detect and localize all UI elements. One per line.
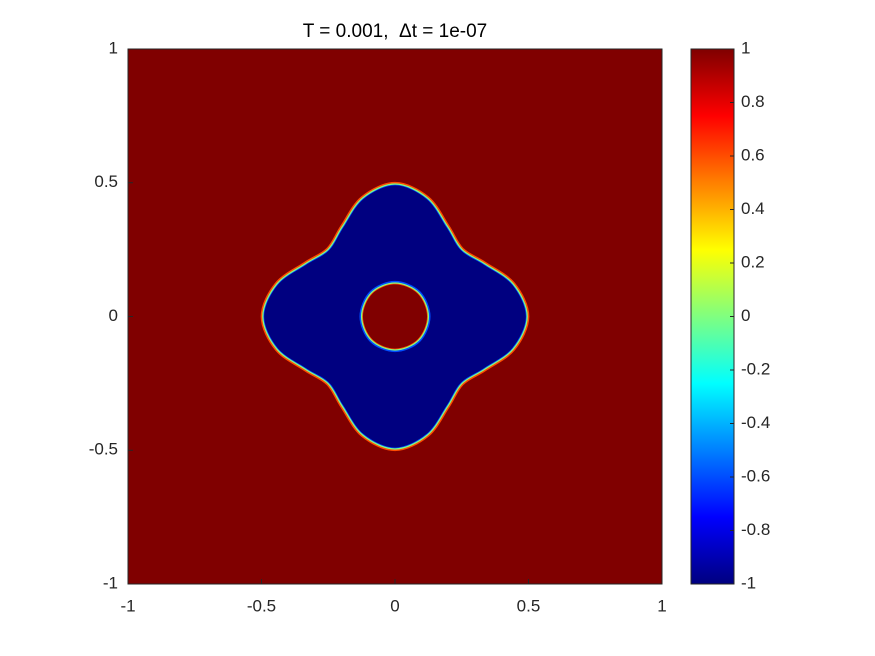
colorbar-tick-label: -0.8: [741, 520, 770, 539]
x-tick-label: 1: [657, 596, 666, 615]
colorbar-tick-label: 0.6: [741, 145, 765, 164]
colorbar-tick-label: 0.8: [741, 92, 765, 111]
x-tick-label: -0.5: [247, 596, 276, 615]
colorbar-tick-label: -1: [741, 573, 756, 592]
y-tick-label: 0: [109, 306, 118, 325]
colorbar-tick-label: 0.2: [741, 252, 765, 271]
x-tick-label: 0: [390, 596, 399, 615]
y-tick-label: -0.5: [89, 440, 118, 459]
y-tick-label: 0.5: [94, 172, 118, 191]
colorbar: [690, 48, 735, 585]
chart-title: T = 0.001, Δt = 1e-07: [303, 21, 488, 42]
y-tick-label: -1: [103, 573, 118, 592]
colorbar-tick-label: 0.4: [741, 199, 765, 218]
field-region: [362, 284, 428, 349]
colorbar-tick-label: -0.4: [741, 413, 770, 432]
colorbar-tick-label: 1: [741, 38, 750, 57]
colorbar-tick-label: 0: [741, 306, 750, 325]
colorbar-tick-label: -0.2: [741, 359, 770, 378]
colorbar-tick-label: -0.6: [741, 466, 770, 485]
x-tick-label: 0.5: [517, 596, 541, 615]
x-tick-label: -1: [120, 596, 135, 615]
y-tick-label: 1: [109, 38, 118, 57]
